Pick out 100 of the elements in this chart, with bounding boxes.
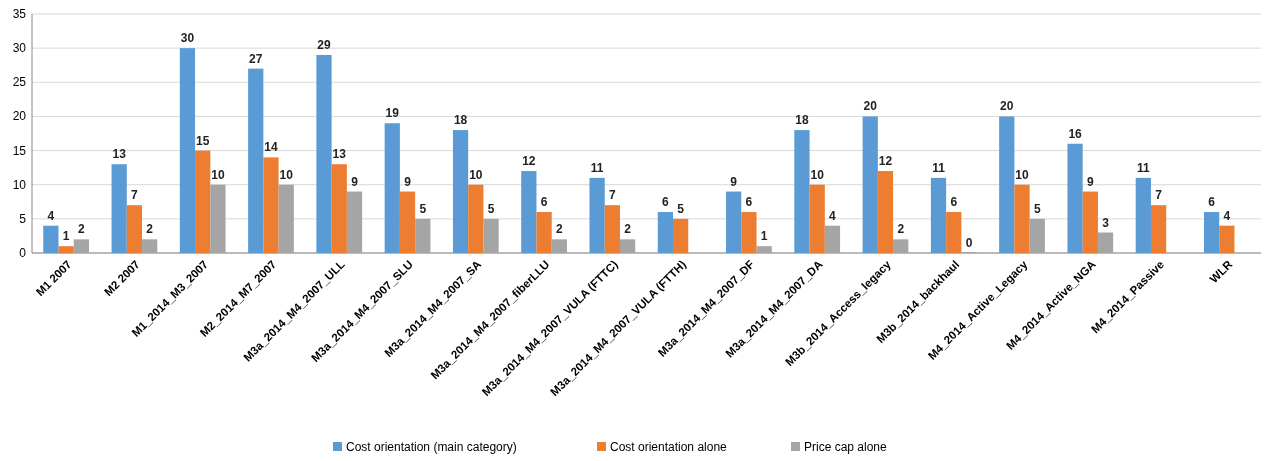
bar xyxy=(278,184,294,253)
data-label: 20 xyxy=(1000,99,1014,114)
data-label: 10 xyxy=(1015,167,1030,182)
y-tick-label: 15 xyxy=(12,143,27,158)
bar xyxy=(741,212,757,253)
data-label: 6 xyxy=(662,195,670,210)
bar xyxy=(551,239,567,253)
bar xyxy=(452,130,469,253)
data-label: 11 xyxy=(590,160,604,175)
data-label: 18 xyxy=(795,113,809,128)
bar xyxy=(589,177,605,253)
data-label: 13 xyxy=(332,147,347,162)
bar xyxy=(604,205,620,253)
data-label: 7 xyxy=(1155,188,1163,203)
bar xyxy=(316,54,332,253)
bar xyxy=(946,212,962,253)
bar xyxy=(248,68,264,253)
data-label: 2 xyxy=(555,222,563,237)
bar xyxy=(999,116,1015,253)
data-label: 11 xyxy=(932,160,946,175)
data-label: 19 xyxy=(385,106,400,121)
bar xyxy=(210,184,226,253)
bar xyxy=(179,48,196,253)
data-label: 9 xyxy=(404,174,412,189)
bar xyxy=(1203,212,1220,253)
data-label: 1 xyxy=(62,229,70,244)
bar xyxy=(346,191,363,253)
data-label: 5 xyxy=(487,201,495,216)
data-label: 12 xyxy=(878,154,893,169)
data-label: 15 xyxy=(196,133,210,148)
data-label: 3 xyxy=(1102,215,1110,230)
data-label: 9 xyxy=(351,174,359,189)
data-label: 2 xyxy=(624,222,632,237)
bar xyxy=(930,177,947,253)
data-label: 4 xyxy=(1223,208,1231,223)
data-label: 1 xyxy=(760,229,768,244)
bar xyxy=(142,239,158,253)
data-label: 10 xyxy=(279,167,294,182)
bar xyxy=(809,184,825,253)
data-label: 2 xyxy=(146,222,154,237)
bar xyxy=(126,205,143,253)
data-label: 10 xyxy=(469,167,483,182)
data-label: 5 xyxy=(1033,201,1041,216)
data-label: 30 xyxy=(180,31,195,46)
y-tick-label: 35 xyxy=(12,7,27,21)
bar xyxy=(73,239,90,253)
data-label: 7 xyxy=(131,188,139,203)
bar xyxy=(483,218,499,253)
y-tick-label: 20 xyxy=(12,109,27,124)
y-tick-label: 0 xyxy=(19,246,27,260)
data-label: 6 xyxy=(950,195,958,210)
bar xyxy=(1029,218,1045,253)
y-tick-label: 5 xyxy=(19,211,27,226)
data-label: 10 xyxy=(211,167,225,182)
bar xyxy=(58,246,74,253)
data-label: 5 xyxy=(419,201,427,216)
y-tick-label: 25 xyxy=(12,75,27,90)
bar xyxy=(1014,184,1030,253)
data-label: 5 xyxy=(677,201,685,216)
data-label: 6 xyxy=(1208,195,1216,210)
data-label: 16 xyxy=(1068,126,1083,141)
legend-label: Cost orientation alone xyxy=(610,440,728,454)
bar xyxy=(824,225,841,253)
legend-label: Price cap alone xyxy=(804,440,888,454)
bar xyxy=(862,116,878,253)
data-label: 14 xyxy=(264,140,278,155)
data-label: 29 xyxy=(317,37,331,52)
bar xyxy=(893,239,909,253)
bar xyxy=(415,218,431,253)
bar xyxy=(263,157,279,253)
bar xyxy=(877,171,894,253)
bar xyxy=(673,218,689,253)
legend-label: Cost orientation (main category) xyxy=(346,440,517,454)
data-label: 27 xyxy=(249,51,263,66)
bar xyxy=(1082,191,1098,253)
bar xyxy=(726,191,742,253)
data-label: 12 xyxy=(522,154,536,169)
bar xyxy=(536,212,552,253)
data-label: 7 xyxy=(609,188,617,203)
data-label: 18 xyxy=(453,113,468,128)
bar xyxy=(43,225,59,253)
bar xyxy=(657,212,674,253)
bar xyxy=(111,164,127,253)
data-label: 10 xyxy=(810,167,825,182)
data-label: 0 xyxy=(965,236,973,250)
data-label: 6 xyxy=(540,195,548,210)
bar xyxy=(1219,225,1235,253)
bar xyxy=(384,123,400,253)
data-label: 11 xyxy=(1136,160,1150,175)
data-label: 9 xyxy=(1086,174,1094,189)
bar xyxy=(794,130,810,253)
data-label: 13 xyxy=(112,147,127,162)
bar xyxy=(195,150,211,253)
data-label: 4 xyxy=(47,208,55,223)
bar xyxy=(331,164,347,253)
data-label: 9 xyxy=(730,174,738,189)
bar xyxy=(399,191,416,253)
bar xyxy=(1067,143,1083,253)
bar xyxy=(1135,177,1151,253)
y-tick-label: 10 xyxy=(12,177,27,192)
